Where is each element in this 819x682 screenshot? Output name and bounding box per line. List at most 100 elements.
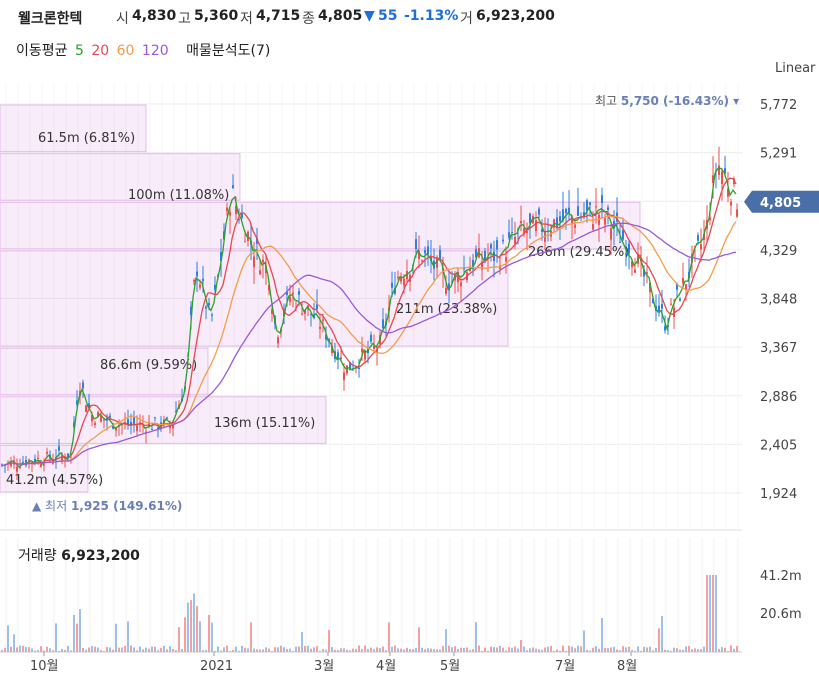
candle-body bbox=[115, 427, 117, 431]
ma-label: 이동평균 bbox=[16, 43, 68, 59]
volume-bar bbox=[262, 649, 264, 652]
volume-bar bbox=[577, 645, 579, 652]
candle-body bbox=[25, 459, 27, 466]
volume-bar bbox=[706, 575, 708, 652]
low-label: 저 bbox=[240, 11, 253, 27]
volume-bar bbox=[445, 629, 447, 652]
volume-bar bbox=[124, 645, 126, 652]
candle-body bbox=[496, 240, 498, 250]
volume-bar bbox=[226, 645, 228, 652]
volume-profile-label: 100m (11.08%) bbox=[128, 188, 229, 203]
volume-bar bbox=[295, 646, 297, 652]
volume-bar bbox=[484, 647, 486, 652]
volume-bar bbox=[604, 647, 606, 652]
volume-bar bbox=[16, 647, 18, 652]
volume-bar bbox=[643, 646, 645, 652]
candle-body bbox=[625, 253, 627, 256]
candle-body bbox=[535, 220, 537, 232]
volume-tick-label: 20.6m bbox=[760, 607, 802, 622]
candle-body bbox=[202, 278, 204, 282]
candle-body bbox=[37, 457, 39, 459]
volume-bar bbox=[466, 647, 468, 652]
candle-body bbox=[211, 314, 213, 316]
candle-body bbox=[67, 453, 69, 459]
volume-value: 6,923,200 bbox=[476, 8, 555, 24]
candle-body bbox=[175, 411, 177, 413]
volume-bar bbox=[652, 650, 654, 652]
volume-profile-bar bbox=[0, 444, 89, 493]
candle-body bbox=[355, 366, 357, 368]
volume-bar bbox=[370, 647, 372, 652]
volume-bar bbox=[151, 646, 153, 652]
volume-profile-bar bbox=[0, 201, 641, 250]
candle-body bbox=[628, 243, 630, 254]
volume-profile-bar bbox=[0, 153, 241, 201]
candle-body bbox=[85, 405, 87, 413]
candle-body bbox=[103, 419, 105, 421]
candle-body bbox=[394, 287, 396, 294]
volume-label: 거 bbox=[460, 11, 473, 27]
high-label: 고 bbox=[178, 11, 191, 27]
volume-bar bbox=[355, 648, 357, 652]
volume-bar bbox=[535, 648, 537, 652]
volume-bar bbox=[208, 614, 210, 652]
volume-bar bbox=[394, 645, 396, 652]
candle-body bbox=[337, 352, 339, 360]
volume-bar bbox=[673, 647, 675, 652]
volume-bar bbox=[52, 650, 54, 652]
volume-bar bbox=[418, 627, 420, 652]
volume-bar bbox=[526, 650, 528, 652]
candle-body bbox=[166, 417, 168, 419]
candle-body bbox=[19, 467, 21, 469]
volume-bar bbox=[403, 649, 405, 652]
candle-body bbox=[502, 239, 504, 242]
candle-body bbox=[736, 209, 738, 217]
candle-body bbox=[319, 326, 321, 329]
volume-bar bbox=[130, 645, 132, 652]
volume-bar bbox=[364, 645, 366, 652]
volume-bar bbox=[301, 632, 303, 652]
ma-legend[interactable]: 이동평균 5 20 60 120 매물분석도(7) bbox=[16, 40, 273, 60]
low-value: 4,715 bbox=[256, 8, 301, 24]
volume-bar bbox=[199, 621, 201, 652]
candle-body bbox=[193, 279, 195, 282]
volume-bar bbox=[574, 648, 576, 652]
candle-body bbox=[523, 228, 525, 234]
volume-bar bbox=[454, 646, 456, 652]
candle-body bbox=[310, 313, 312, 315]
volume-bar bbox=[340, 648, 342, 652]
volume-bar bbox=[331, 646, 333, 652]
y-tick-label: 3,848 bbox=[760, 293, 797, 308]
volume-bar bbox=[424, 649, 426, 652]
volume-bar bbox=[91, 645, 93, 652]
volume-bar bbox=[148, 648, 150, 652]
y-tick-label: 4,329 bbox=[760, 244, 797, 259]
volume-bar bbox=[286, 649, 288, 652]
volume-bar bbox=[115, 623, 117, 652]
volume-bar bbox=[565, 650, 567, 652]
volume-bar bbox=[181, 649, 183, 652]
open-value: 4,830 bbox=[132, 8, 177, 24]
open-label: 시 bbox=[116, 11, 129, 27]
candle-body bbox=[577, 206, 579, 216]
volume-bar bbox=[544, 647, 546, 652]
volume-bar bbox=[406, 647, 408, 652]
candle-body bbox=[190, 306, 192, 316]
volume-bar bbox=[97, 647, 99, 652]
candle-body bbox=[685, 284, 687, 291]
volume-bar bbox=[4, 648, 6, 652]
volume-bar bbox=[586, 649, 588, 652]
candle-body bbox=[505, 257, 507, 262]
volume-bar bbox=[700, 649, 702, 652]
candle-body bbox=[448, 283, 450, 291]
close-value: 4,805 bbox=[318, 8, 363, 24]
candle-body bbox=[109, 415, 111, 418]
candle-body bbox=[151, 429, 153, 431]
volume-bar bbox=[619, 650, 621, 652]
stock-name: 웰크론한텍 bbox=[18, 11, 83, 27]
scale-type[interactable]: Linear bbox=[775, 61, 816, 76]
volume-bar bbox=[178, 627, 180, 652]
volume-bar bbox=[442, 646, 444, 652]
volume-bar bbox=[244, 647, 246, 652]
